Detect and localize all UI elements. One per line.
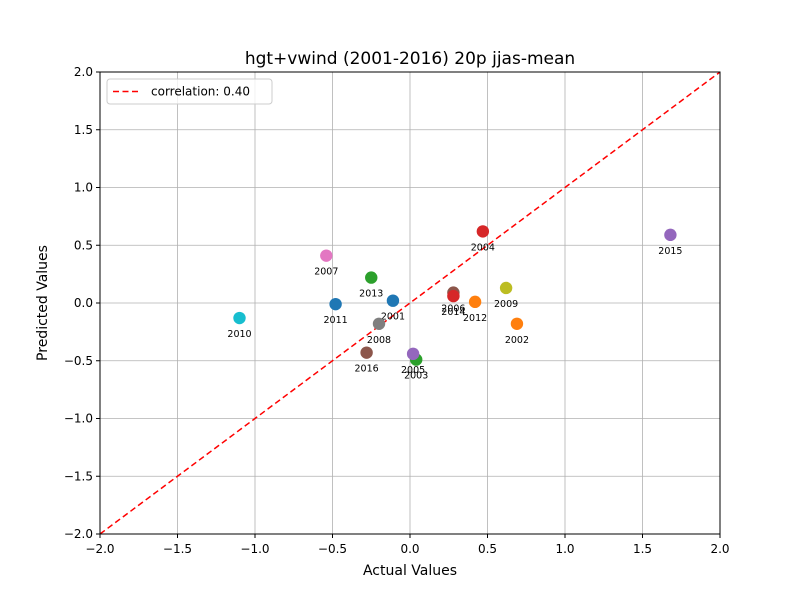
point-2004	[476, 225, 490, 238]
point-label-2008: 2008	[367, 335, 391, 346]
x-axis-ticks: −2.0 −1.5 −1.0 −0.5 0.0 0.5 1.0 1.5 2.0	[85, 534, 730, 556]
point-2015	[664, 228, 677, 242]
x-tick-label: 2.0	[710, 542, 729, 556]
x-axis-label: Actual Values	[363, 563, 457, 579]
y-tick-label: −2.0	[64, 527, 93, 541]
point-label-2007: 2007	[314, 267, 338, 278]
point-2001	[386, 294, 400, 307]
point-2007	[320, 249, 333, 262]
point-2005	[406, 347, 420, 361]
point-label-2015: 2015	[658, 246, 682, 257]
grid	[99, 71, 721, 535]
point-2002	[510, 317, 524, 330]
x-tick-label: 1.5	[633, 542, 652, 556]
point-2012	[468, 295, 482, 309]
point-label-2013: 2013	[359, 289, 383, 300]
y-tick-label: 1.0	[74, 181, 93, 195]
point-label-2012: 2012	[463, 313, 487, 324]
y-axis-ticks: −2.0 −1.5 −1.0 −0.5 0.0 0.5 1.0 1.5 2.0	[64, 65, 100, 541]
point-label-2009: 2009	[494, 299, 518, 310]
y-tick-label: −1.0	[64, 412, 93, 426]
x-tick-label: −0.5	[318, 542, 347, 556]
y-tick-label: −0.5	[64, 354, 93, 368]
y-tick-label: 2.0	[74, 65, 93, 79]
point-label-2004: 2004	[471, 242, 495, 253]
x-tick-label: 0.0	[400, 542, 419, 556]
y-axis-label: Predicted Values	[35, 245, 51, 361]
point-label-2010: 2010	[227, 329, 251, 340]
x-tick-label: −2.0	[85, 542, 114, 556]
point-label-2011: 2011	[324, 315, 348, 326]
point-2009	[499, 281, 513, 295]
point-2008	[372, 317, 386, 330]
x-tick-label: 1.0	[555, 542, 574, 556]
point-label-2006: 2006	[441, 304, 465, 315]
point-2014	[447, 289, 460, 303]
point-label-2014: 2014	[441, 307, 465, 318]
x-tick-label: 0.5	[478, 542, 497, 556]
data-points: 2001 2002 2003 2004 2005 2006 2007 2008 2009 2010…	[227, 225, 682, 382]
point-label-2003: 2003	[404, 371, 428, 382]
correlation-reference-line	[99, 71, 721, 535]
legend: correlation: 0.40	[106, 78, 273, 105]
point-2011	[329, 297, 342, 311]
x-tick-label: −1.0	[240, 542, 269, 556]
y-tick-label: 0.5	[74, 238, 93, 252]
point-label-2005: 2005	[401, 365, 425, 376]
y-tick-label: 0.0	[74, 296, 93, 310]
point-label-2016: 2016	[355, 364, 379, 375]
point-2013	[365, 271, 378, 284]
chart-title: hgt+vwind (2001-2016) 20p jjas-mean	[245, 49, 575, 69]
legend-entry-label: correlation: 0.40	[151, 85, 250, 99]
point-label-2001: 2001	[381, 312, 405, 323]
y-tick-label: 1.5	[74, 123, 93, 137]
point-2016	[360, 346, 373, 359]
x-tick-label: −1.5	[163, 542, 192, 556]
legend-box	[106, 78, 273, 105]
y-tick-label: −1.5	[64, 469, 93, 483]
point-label-2002: 2002	[505, 335, 529, 346]
point-2010	[233, 311, 246, 325]
